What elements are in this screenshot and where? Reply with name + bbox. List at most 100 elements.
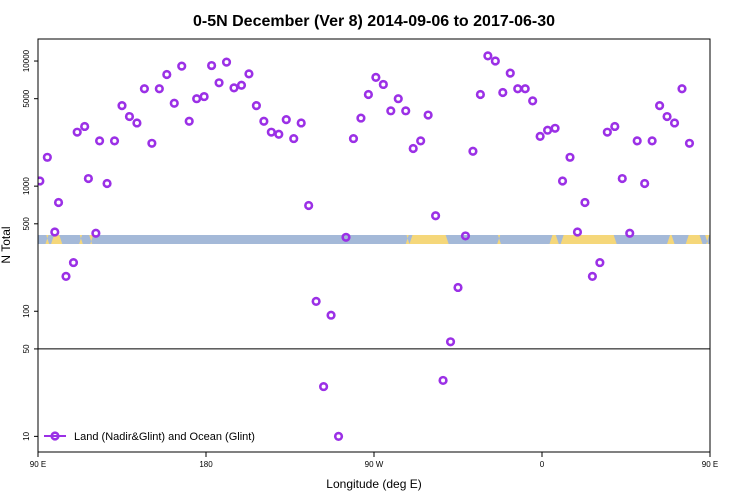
data-point (169, 98, 179, 108)
data-point (61, 271, 71, 281)
data-point (610, 121, 620, 132)
data-point (557, 176, 568, 186)
data-point (654, 101, 665, 111)
data-point (669, 118, 680, 128)
data-point (221, 57, 232, 67)
y-axis: 10 50 100 500 1000 5000 10000 (22, 49, 38, 441)
data-point (572, 227, 583, 237)
data-point (319, 381, 329, 392)
y-axis-label: N Total (0, 226, 13, 263)
legend: Land (Nadir&Glint) and Ocean (Glint) (44, 431, 255, 443)
y-tick-label: 1000 (22, 177, 31, 195)
data-point (528, 96, 538, 106)
land-segment (497, 235, 501, 244)
data-point (229, 83, 239, 93)
data-point (333, 431, 344, 441)
land-segment (705, 235, 710, 244)
data-point (109, 136, 120, 146)
land-segment (79, 235, 83, 244)
y-tick-label: 100 (22, 304, 31, 318)
data-point (438, 375, 448, 386)
data-point (259, 116, 269, 126)
data-point (132, 118, 142, 128)
data-point (311, 296, 321, 306)
data-point (490, 56, 500, 66)
data-point (207, 60, 217, 71)
data-point (617, 173, 627, 184)
data-point (348, 133, 359, 144)
land-segment (45, 235, 50, 244)
ocean-band (38, 235, 710, 244)
y-tick-label: 5000 (22, 89, 31, 107)
data-point (94, 136, 105, 146)
data-point (513, 84, 523, 94)
land-ocean-strip (38, 235, 710, 244)
data-point (386, 106, 396, 116)
data-point (625, 228, 635, 238)
data-point (587, 271, 598, 281)
data-point (154, 84, 164, 94)
land-segment (51, 235, 63, 244)
land-segment (405, 235, 410, 244)
data-point (602, 127, 612, 137)
data-point (647, 136, 657, 146)
data-point (431, 211, 441, 221)
data-point (236, 80, 247, 90)
x-axis-label: Longitude (deg E) (326, 477, 421, 491)
data-point (83, 173, 93, 184)
data-point (50, 227, 60, 237)
chart-title: 0-5N December (Ver 8) 2014-09-06 to 2017… (193, 13, 555, 30)
data-point (42, 152, 52, 162)
land-segment (560, 235, 617, 244)
data-point (266, 127, 276, 137)
x-tick-label: 90 E (30, 460, 46, 469)
data-point (408, 143, 418, 154)
x-tick-label: 0 (540, 460, 545, 469)
data-point (244, 69, 254, 79)
data-point (184, 116, 194, 126)
data-point (177, 61, 187, 71)
data-point (304, 200, 314, 211)
data-point (595, 257, 605, 268)
data-point (289, 133, 299, 144)
data-point (356, 113, 366, 123)
data-point (498, 87, 508, 98)
data-point (274, 129, 284, 139)
data-point (199, 91, 209, 102)
data-point (124, 111, 135, 122)
data-points (38, 51, 695, 441)
data-point (72, 127, 82, 137)
data-point (341, 232, 351, 242)
data-point (445, 337, 456, 347)
data-point (550, 123, 560, 133)
data-point (505, 68, 515, 78)
x-axis: 90 E 180 90 W 0 90 E (30, 452, 718, 469)
x-tick-label: 90 W (365, 460, 384, 469)
legend-label: Land (Nadir&Glint) and Ocean (Glint) (74, 431, 255, 443)
data-point (68, 257, 79, 268)
data-point (565, 152, 575, 162)
data-point (580, 197, 590, 208)
data-point (296, 118, 306, 128)
data-point (542, 125, 553, 135)
data-point (326, 310, 336, 320)
land-segment (685, 235, 703, 244)
data-point (363, 89, 374, 100)
data-point (378, 79, 388, 90)
data-point (632, 136, 642, 146)
land-segment (549, 235, 559, 244)
data-point (684, 138, 695, 148)
data-point (371, 72, 381, 82)
data-point (162, 69, 172, 80)
data-point (468, 146, 478, 156)
data-point (475, 89, 486, 100)
data-point (483, 51, 493, 61)
y-tick-label: 500 (22, 217, 31, 231)
y-tick-label: 10000 (22, 49, 31, 72)
data-point (416, 136, 426, 146)
plot-frame (37, 38, 711, 453)
data-point (662, 111, 672, 122)
data-point (91, 228, 101, 238)
data-point (640, 178, 650, 189)
